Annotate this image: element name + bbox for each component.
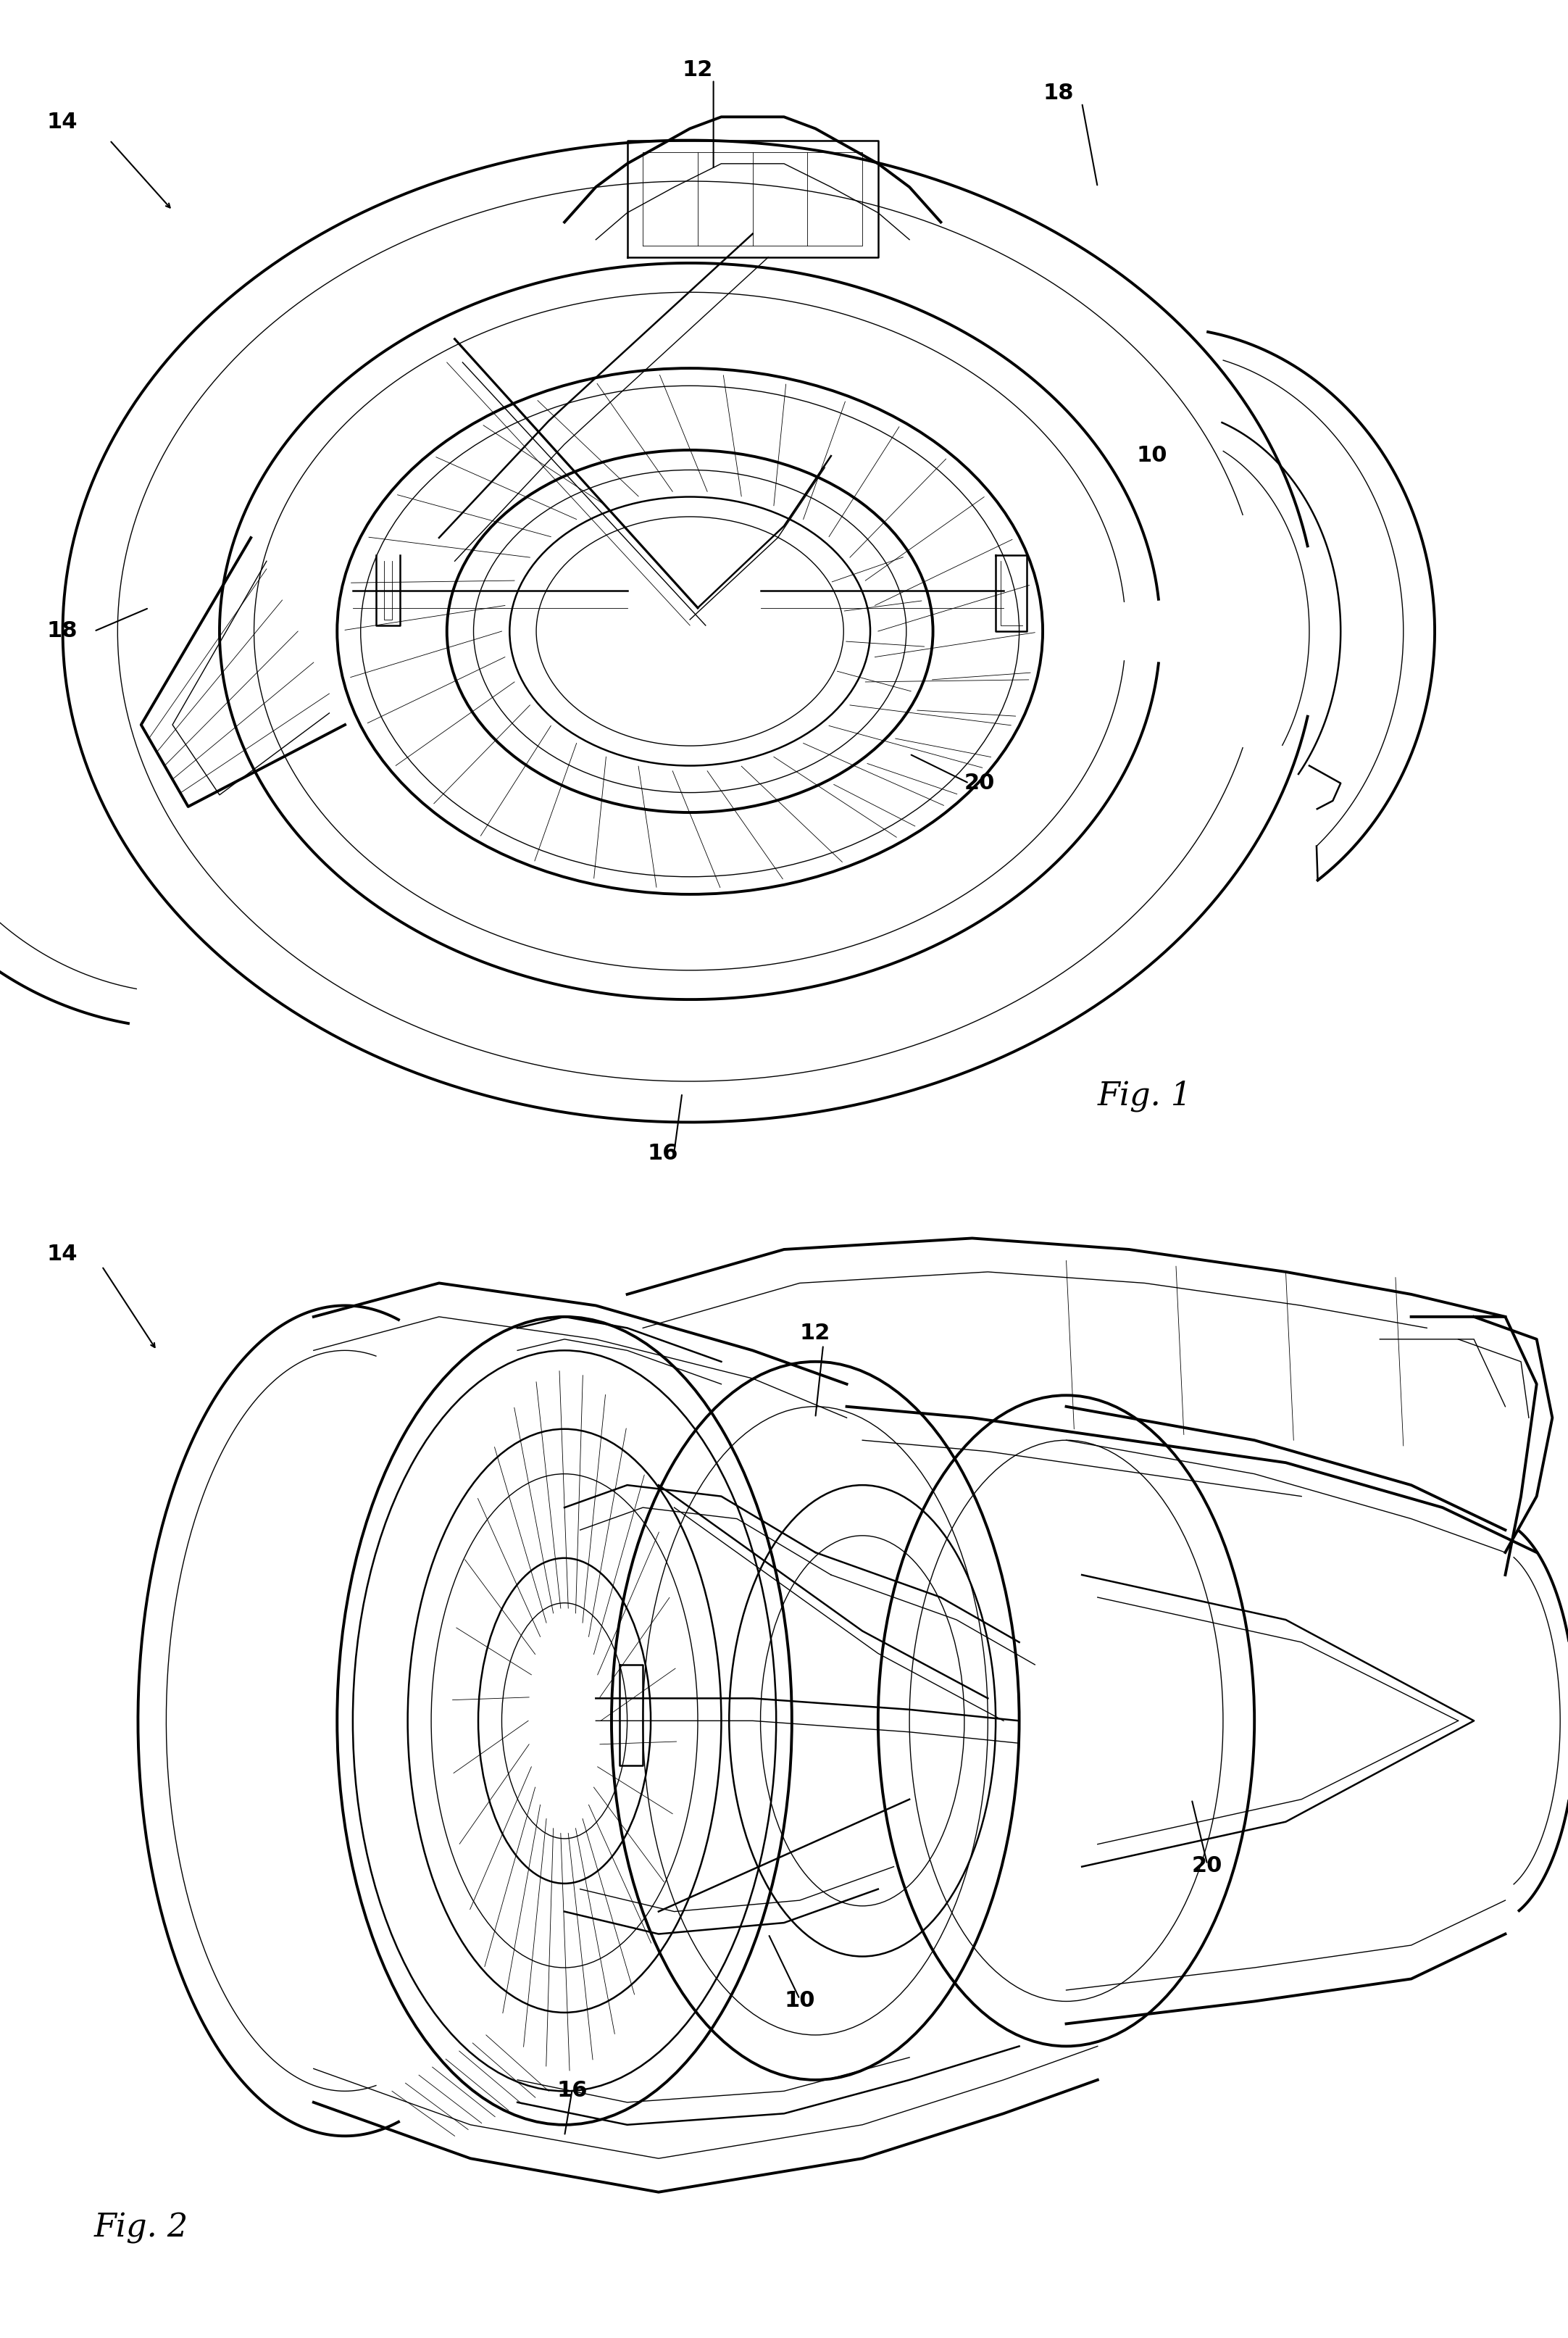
Text: 16: 16 <box>648 1143 679 1164</box>
Text: 18: 18 <box>1043 82 1074 103</box>
Text: 10: 10 <box>1137 444 1168 465</box>
Text: 14: 14 <box>47 112 78 133</box>
Text: 18: 18 <box>47 620 78 641</box>
Text: 20: 20 <box>1192 1856 1223 1877</box>
Text: Fig. 2: Fig. 2 <box>94 2212 188 2244</box>
Text: 12: 12 <box>800 1323 831 1344</box>
Text: 20: 20 <box>964 772 996 793</box>
Text: 12: 12 <box>682 58 713 79</box>
Text: 16: 16 <box>557 2081 588 2102</box>
Text: 10: 10 <box>784 1990 815 2011</box>
Text: 14: 14 <box>47 1244 78 1265</box>
Text: Fig. 1: Fig. 1 <box>1098 1080 1192 1111</box>
